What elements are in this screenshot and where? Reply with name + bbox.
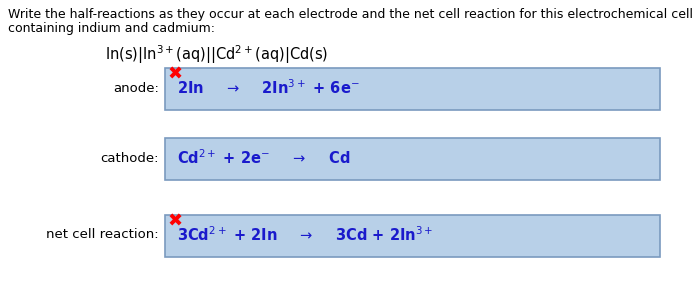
Text: 3Cd$^{2+}$ + 2In    $\rightarrow$    3Cd + 2In$^{3+}$: 3Cd$^{2+}$ + 2In $\rightarrow$ 3Cd + 2In…	[177, 226, 433, 244]
Bar	[165, 68, 660, 110]
Text: 2In    $\rightarrow$    2In$^{3+}$ + 6e$^{-}$: 2In $\rightarrow$ 2In$^{3+}$ + 6e$^{-}$	[177, 79, 360, 97]
Text: ✖: ✖	[167, 66, 182, 84]
Bar	[165, 215, 660, 257]
Text: In(s)|In$^{3+}$(aq)||Cd$^{2+}$(aq)|Cd(s): In(s)|In$^{3+}$(aq)||Cd$^{2+}$(aq)|Cd(s)	[105, 43, 328, 66]
Text: Cd$^{2+}$ + 2e$^{-}$    $\rightarrow$    Cd: Cd$^{2+}$ + 2e$^{-}$ $\rightarrow$ Cd	[177, 149, 350, 167]
Bar	[165, 138, 660, 180]
Text: containing indium and cadmium:: containing indium and cadmium:	[8, 22, 215, 35]
Text: cathode:: cathode:	[101, 152, 159, 164]
Text: ✖: ✖	[167, 213, 182, 231]
Text: net cell reaction:: net cell reaction:	[46, 228, 159, 242]
Text: Write the half-reactions as they occur at each electrode and the net cell reacti: Write the half-reactions as they occur a…	[8, 8, 693, 21]
Text: anode:: anode:	[113, 81, 159, 95]
